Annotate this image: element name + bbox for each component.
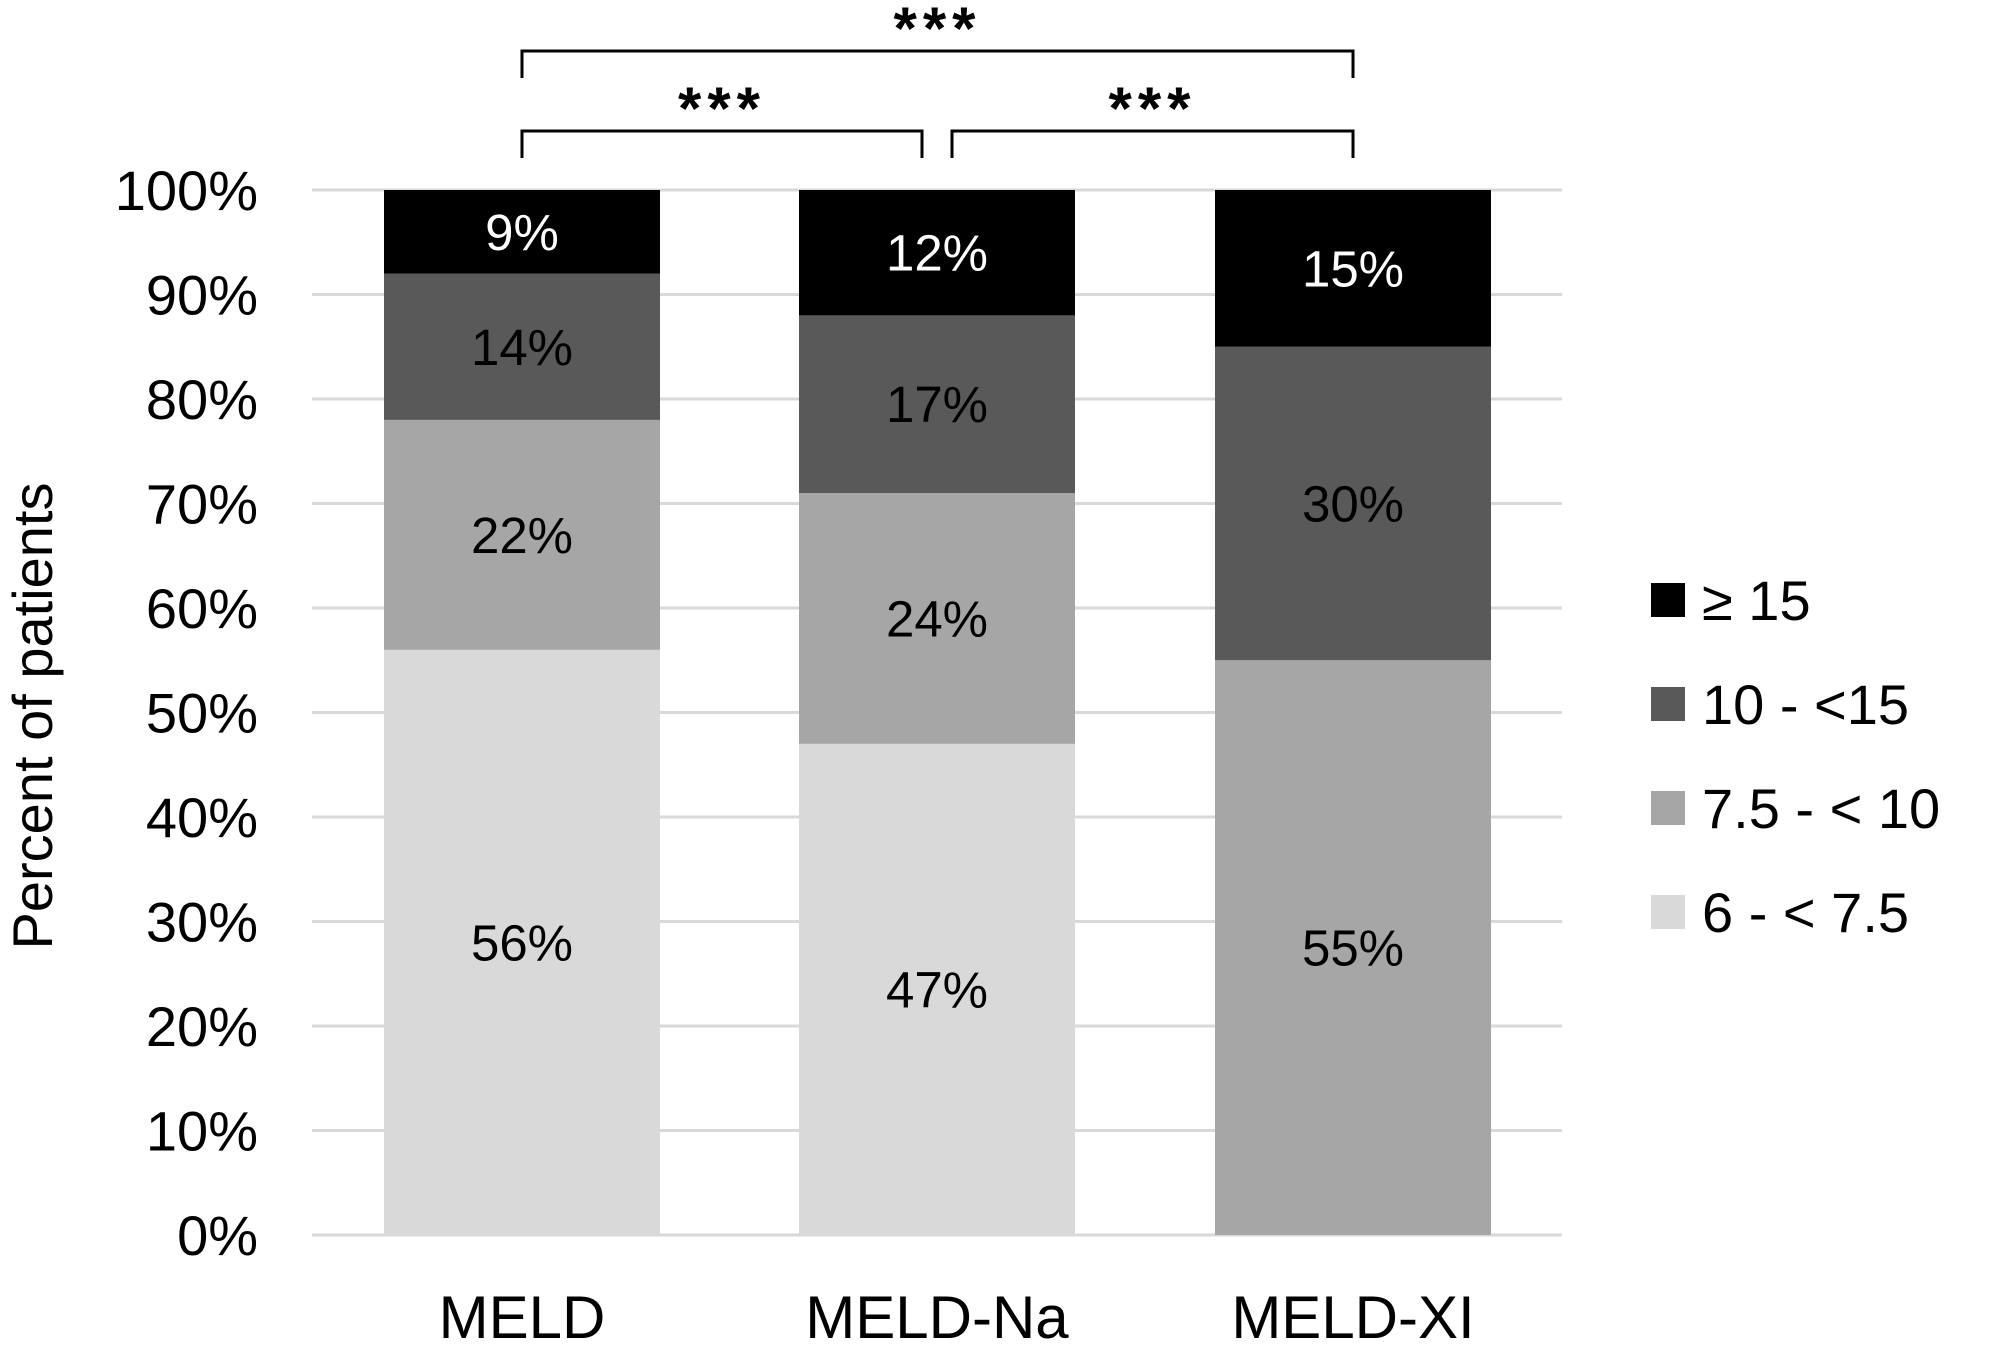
x-category-labels: MELD MELD-Na MELD-XI xyxy=(439,1284,1475,1351)
data-label: 12% xyxy=(886,225,988,282)
bar-segment xyxy=(1215,346,1491,661)
y-tick-label: 60% xyxy=(146,577,258,640)
y-tick-label: 10% xyxy=(146,1100,258,1163)
legend-label: 6 - < 7.5 xyxy=(1702,881,1909,944)
y-tick-label: 70% xyxy=(146,473,258,536)
x-category-label: MELD xyxy=(439,1284,606,1351)
y-tick-label: 50% xyxy=(146,682,258,745)
legend-swatch xyxy=(1651,687,1685,721)
bar-segment xyxy=(799,743,1075,1235)
data-label: 22% xyxy=(471,507,573,564)
significance-bracket xyxy=(520,49,1355,78)
bar-segment xyxy=(384,419,660,650)
bar-segment xyxy=(384,649,660,1235)
y-tick-label: 40% xyxy=(146,786,258,849)
significance-label: *** xyxy=(678,75,766,142)
y-tick-label: 20% xyxy=(146,995,258,1058)
bar-segment xyxy=(384,190,660,274)
y-tick-label: 100% xyxy=(115,159,258,222)
legend: ≥ 15 10 - <15 7.5 - < 10 6 - < 7.5 xyxy=(1651,569,1940,944)
bar-segment xyxy=(799,190,1075,316)
significance-bracket xyxy=(950,129,1355,158)
data-label: 24% xyxy=(886,590,988,647)
data-label: 15% xyxy=(1302,240,1404,297)
data-label: 14% xyxy=(471,319,573,376)
legend-swatch xyxy=(1651,791,1685,825)
legend-swatch xyxy=(1651,895,1685,929)
data-label: 56% xyxy=(471,914,573,971)
legend-label: ≥ 15 xyxy=(1702,569,1811,632)
data-label: 9% xyxy=(485,204,559,261)
y-tick-label: 80% xyxy=(146,368,258,431)
significance-label: *** xyxy=(1108,75,1196,142)
y-tick-labels: 0% 10% 20% 30% 40% 50% 60% 70% 80% 90% 100% xyxy=(115,159,258,1267)
y-tick-label: 0% xyxy=(177,1204,258,1267)
significance-brackets: *** *** *** xyxy=(520,0,1355,158)
significance-label: *** xyxy=(893,0,981,62)
legend-label: 7.5 - < 10 xyxy=(1702,777,1940,840)
data-label: 30% xyxy=(1302,476,1404,533)
data-labels: 56% 22% 14% 9% 47% 24% 17% 12% 55% 30% 15% xyxy=(471,204,1404,1019)
bar-segment xyxy=(384,273,660,420)
significance-bracket xyxy=(520,129,924,158)
legend-label: 10 - <15 xyxy=(1702,673,1909,736)
y-tick-label: 90% xyxy=(146,264,258,327)
legend-swatch xyxy=(1651,583,1685,617)
data-label: 55% xyxy=(1302,920,1404,977)
bars xyxy=(384,190,1491,1235)
bar-segment xyxy=(799,315,1075,494)
bar-segment xyxy=(1215,190,1491,347)
y-axis-title: Percent of patients xyxy=(1,483,64,950)
bar-segment xyxy=(1215,660,1491,1235)
x-category-label: MELD-Na xyxy=(805,1284,1069,1351)
bar-segment xyxy=(799,493,1075,744)
x-category-label: MELD-XI xyxy=(1231,1284,1474,1351)
data-label: 47% xyxy=(886,961,988,1018)
y-tick-label: 30% xyxy=(146,891,258,954)
data-label: 17% xyxy=(886,376,988,433)
